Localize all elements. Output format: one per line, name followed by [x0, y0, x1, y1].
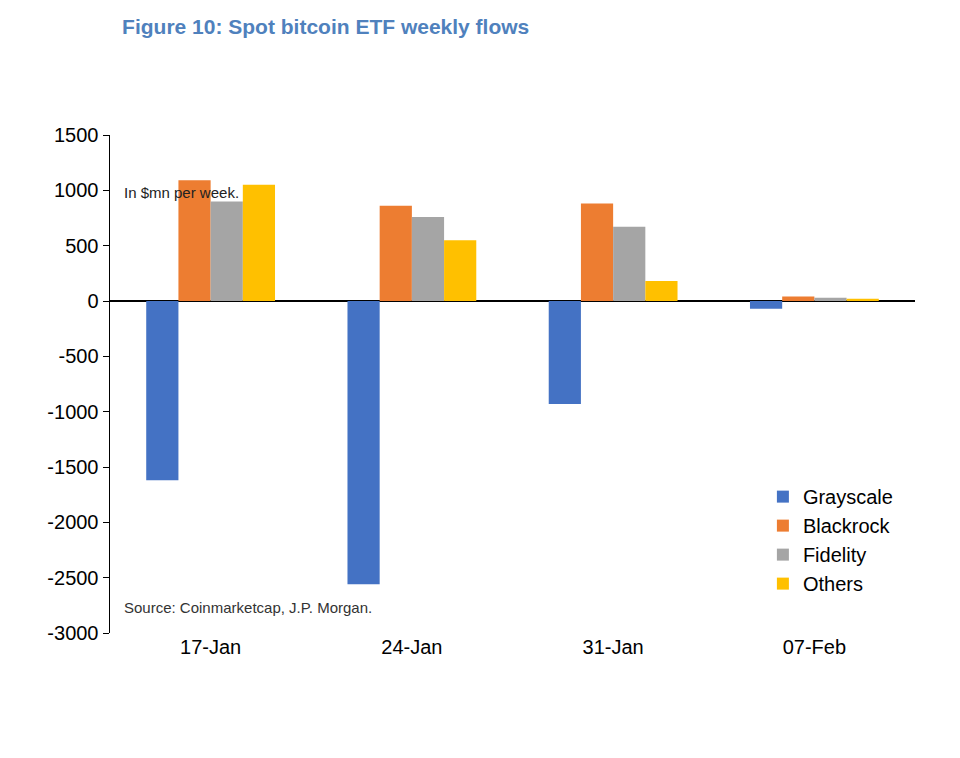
svg-text:0: 0: [87, 290, 98, 312]
svg-text:-2000: -2000: [47, 511, 98, 533]
svg-text:24-Jan: 24-Jan: [381, 636, 442, 658]
svg-text:-500: -500: [58, 345, 98, 367]
svg-text:Others: Others: [803, 573, 863, 595]
svg-text:-2500: -2500: [47, 567, 98, 589]
svg-text:31-Jan: 31-Jan: [583, 636, 644, 658]
svg-text:07-Feb: 07-Feb: [783, 636, 846, 658]
svg-text:Blackrock: Blackrock: [803, 515, 891, 537]
svg-text:Figure 10: Spot bitcoin ETF we: Figure 10: Spot bitcoin ETF weekly flows: [122, 15, 529, 38]
svg-text:-1000: -1000: [47, 401, 98, 423]
svg-text:1500: 1500: [54, 124, 99, 146]
svg-text:17-Jan: 17-Jan: [180, 636, 241, 658]
svg-text:Source: Coinmarketcap, J.P. Mo: Source: Coinmarketcap, J.P. Morgan.: [124, 599, 372, 616]
svg-text:Grayscale: Grayscale: [803, 486, 893, 508]
svg-text:-1500: -1500: [47, 456, 98, 478]
svg-text:Fidelity: Fidelity: [803, 544, 866, 566]
svg-text:In $mn per week.: In $mn per week.: [124, 184, 239, 201]
svg-text:500: 500: [65, 235, 98, 257]
svg-text:1000: 1000: [54, 179, 99, 201]
svg-text:-3000: -3000: [47, 622, 98, 644]
